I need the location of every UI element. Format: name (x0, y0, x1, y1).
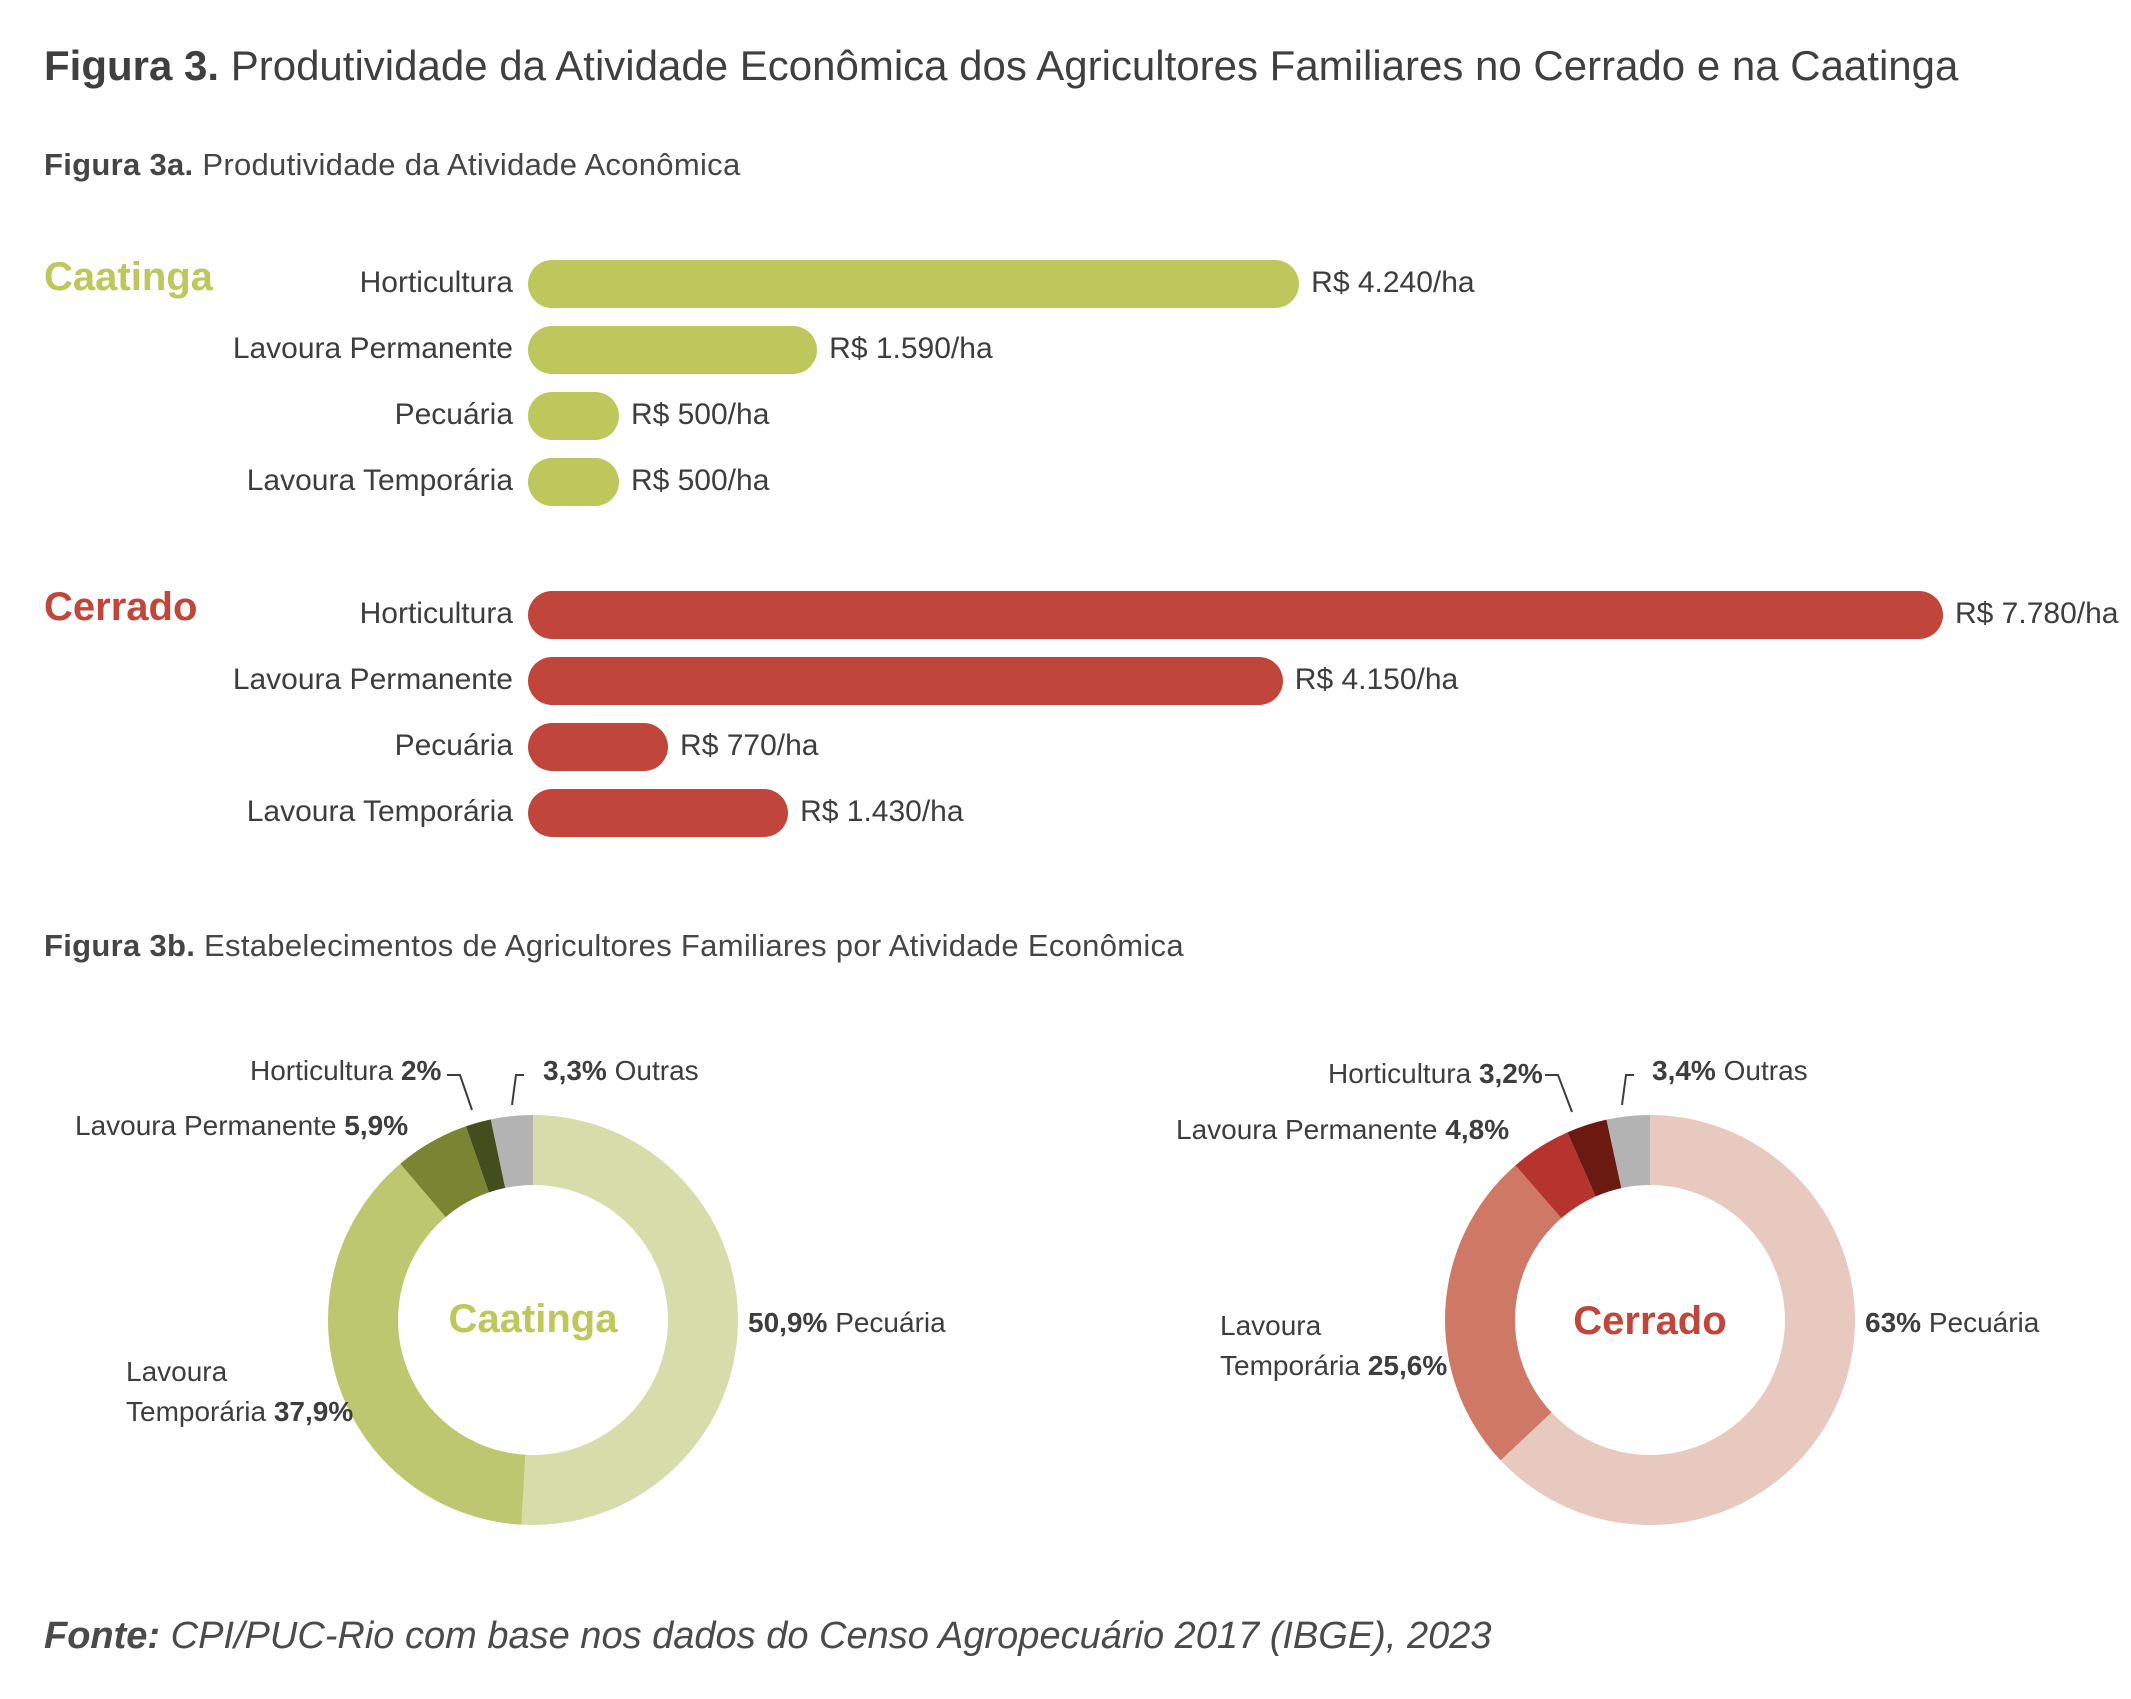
bar-value-label: R$ 500/ha (630, 398, 770, 431)
figure-title-text: Produtividade da Atividade Econômica dos… (219, 42, 1959, 89)
figure-title: Figura 3. Produtividade da Atividade Eco… (44, 42, 1958, 90)
figure-title-bold: Figura 3. (44, 42, 220, 89)
donut-slice-lavoura-permanente (1515, 1132, 1596, 1219)
bar-cerrado-pecuaria (528, 723, 669, 771)
donut-center-label-caatinga: Caatinga (449, 1297, 619, 1341)
donut-slice-pecu-ria (1500, 1115, 1855, 1525)
slice-label-caatinga-outras: 3,3% Outras (543, 1055, 699, 1087)
fig3a-title-text: Produtividade da Atividade Aconômica (193, 147, 741, 182)
slice-value: 3,2% (1478, 1058, 1543, 1089)
leader-line (447, 1074, 473, 1111)
fig3b-title-text: Estabelecimentos de Agricultores Familia… (195, 928, 1184, 963)
fig3b-title-bold: Figura 3b. (44, 928, 196, 963)
donut-slice-lavoura-permanente (400, 1126, 489, 1218)
slice-value: 37,9% (273, 1396, 354, 1427)
source-label: Fonte: (44, 1615, 161, 1657)
donut-slice-outras (490, 1115, 533, 1188)
slice-label-cerrado-lavoura-temporaria: Lavoura Temporária 25,6% (1220, 1306, 1450, 1386)
bar-category-label: Horticultura (359, 597, 513, 630)
caatinga-group-label: Caatinga (44, 255, 213, 299)
slice-label-caatinga-lavoura-temporaria: Lavoura Temporária 37,9% (126, 1352, 356, 1432)
bar-value-label: R$ 4.150/ha (1294, 663, 1459, 696)
slice-label-cerrado-pecuaria: 63% Pecuária (1865, 1307, 2039, 1339)
bar-category-label: Lavoura Temporária (246, 795, 513, 828)
slice-name: Lavoura Permanente (1176, 1114, 1438, 1145)
slice-name: Lavoura Temporária (1220, 1310, 1361, 1381)
donut-slice-lavoura-tempor-ria (1444, 1165, 1562, 1461)
slice-value: 63% (1865, 1307, 1922, 1338)
bar-category-label: Lavoura Temporária (246, 464, 513, 497)
bar-caatinga-horticultura (528, 260, 1300, 308)
slice-value: 3,4% (1652, 1055, 1716, 1086)
source-note: Fonte: CPI/PUC-Rio com base nos dados do… (44, 1615, 1492, 1658)
slice-name: Horticultura (250, 1055, 394, 1086)
bar-caatinga-lavoura-temporaria (528, 458, 619, 506)
slice-label-cerrado-lavoura-permanente: Lavoura Permanente 4,8% (1176, 1114, 1509, 1146)
bar-value-label: R$ 7.780/ha (1955, 597, 2119, 630)
donut-slice-outras (1606, 1115, 1650, 1189)
bar-value-label: R$ 500/ha (630, 464, 770, 497)
bar-caatinga-lavoura-permanente (528, 326, 818, 374)
slice-name: Outras (614, 1055, 699, 1086)
slice-name: Pecuária (1928, 1307, 2040, 1338)
slice-name: Outras (1723, 1055, 1808, 1086)
bar-value-label: R$ 1.430/ha (800, 795, 964, 828)
slice-name: Lavoura Temporária (126, 1356, 267, 1427)
slice-label-caatinga-horticultura: Horticultura 2% (250, 1055, 441, 1087)
cerrado-group-label: Cerrado (44, 585, 198, 629)
slice-label-cerrado-horticultura: Horticultura 3,2% (1328, 1058, 1543, 1090)
fig3a-title: Figura 3a. Produtividade da Atividade Ac… (44, 147, 741, 183)
slice-name: Pecuária (835, 1307, 946, 1338)
bar-cerrado-lavoura-temporaria (528, 789, 789, 837)
slice-label-cerrado-outras: 3,4% Outras (1652, 1055, 1808, 1087)
donut-slice-lavoura-tempor-ria (328, 1163, 526, 1525)
bar-value-label: R$ 4.240/ha (1311, 266, 1475, 299)
slice-value: 2% (400, 1055, 442, 1086)
donut-slice-horticultura (1567, 1119, 1622, 1197)
slice-name: Horticultura (1328, 1058, 1472, 1089)
bar-category-label: Lavoura Permanente (232, 663, 513, 696)
donut-slice-horticultura (465, 1119, 506, 1193)
bar-category-label: Lavoura Permanente (232, 332, 513, 365)
leader-line (511, 1074, 524, 1106)
leader-line (1545, 1074, 1573, 1113)
slice-value: 5,9% (344, 1110, 409, 1141)
donut-cerrado (1444, 1115, 1855, 1525)
slice-label-caatinga-pecuaria: 50,9% Pecuária (748, 1307, 946, 1339)
slice-value: 4,8% (1445, 1114, 1510, 1145)
fig3b-title: Figura 3b. Estabelecimentos de Agriculto… (44, 928, 1184, 964)
bar-value-label: R$ 770/ha (680, 729, 819, 762)
bar-cerrado-horticultura (528, 591, 1943, 639)
source-text: CPI/PUC-Rio com base nos dados do Censo … (160, 1615, 1492, 1657)
leader-line (1621, 1074, 1634, 1106)
fig3a-title-bold: Figura 3a. (44, 147, 194, 182)
donut-slice-pecu-ria (521, 1115, 738, 1525)
bar-category-label: Pecuária (394, 398, 513, 431)
slice-value: 25,6% (1367, 1350, 1448, 1381)
slice-value: 50,9% (748, 1307, 828, 1338)
bar-caatinga-pecuaria (528, 392, 619, 440)
slice-label-caatinga-lavoura-permanente: Lavoura Permanente 5,9% (75, 1110, 408, 1142)
slice-value: 3,3% (543, 1055, 607, 1086)
donut-caatinga (328, 1115, 738, 1525)
bar-value-label: R$ 1.590/ha (829, 332, 993, 365)
bar-category-label: Horticultura (359, 266, 513, 299)
donut-center-label-cerrado: Cerrado (1573, 1299, 1726, 1343)
bar-category-label: Pecuária (394, 729, 513, 762)
slice-name: Lavoura Permanente (75, 1110, 337, 1141)
bar-cerrado-lavoura-permanente (528, 657, 1283, 705)
